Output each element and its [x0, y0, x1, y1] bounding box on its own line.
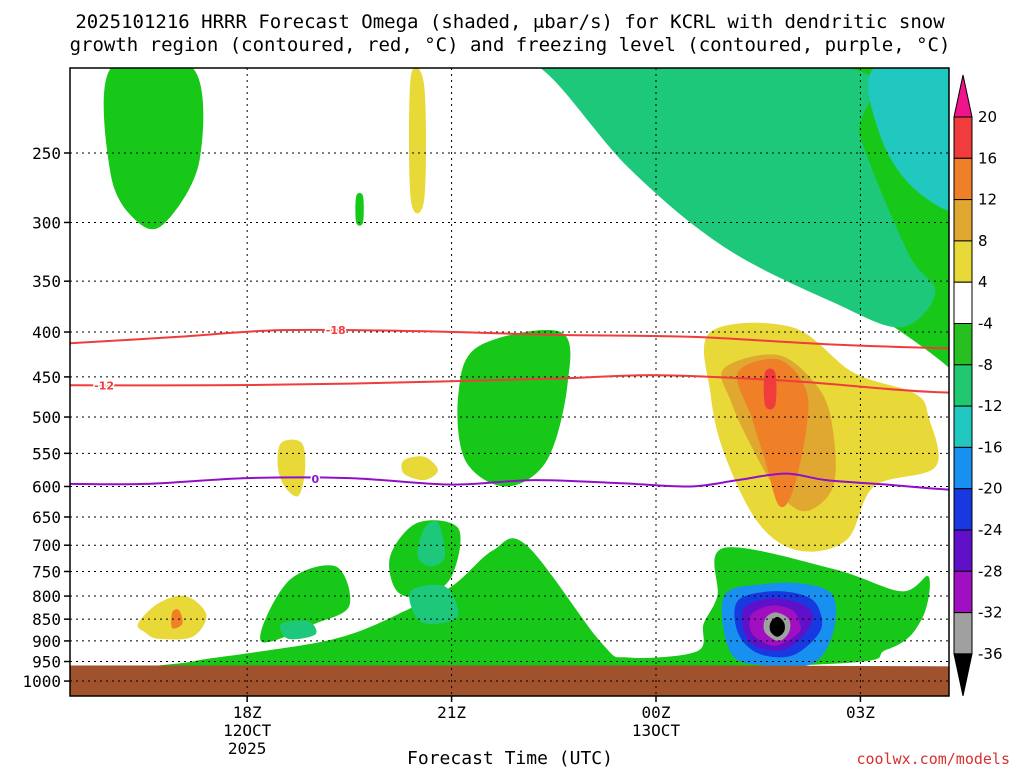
colorbar-segment: [953, 281, 973, 325]
colorbar-label: -36: [978, 645, 1003, 663]
colorbar-label: -32: [978, 604, 1003, 622]
colorbar-label: 16: [978, 149, 997, 167]
y-tick-label: 800: [32, 587, 61, 606]
y-tick-label: 500: [32, 408, 61, 427]
colorbar-label: -8: [978, 356, 993, 374]
colorbar-segment: [953, 116, 973, 159]
colorbar-segment: [953, 323, 973, 366]
colorbar-segment: [953, 612, 973, 655]
contour-line-0C: [70, 472, 949, 491]
x-tick-label: 12OCT: [223, 721, 272, 740]
x-axis: 18Z12OCT202521Z00Z13OCT03Z06Z09Z: [223, 696, 875, 758]
y-tick-label: 600: [32, 477, 61, 496]
x-tick-label: 00Z: [642, 703, 671, 722]
omega-region-yellow: [277, 439, 306, 497]
y-tick-label: 250: [32, 144, 61, 163]
contour-label: 0: [311, 473, 319, 486]
colorbar-segment: [953, 570, 973, 614]
x-axis-label: Forecast Time (UTC): [407, 748, 613, 768]
omega-region-teal: [1009, 161, 1024, 389]
colorbar-segment: [953, 199, 973, 242]
colorbar-label: -20: [978, 480, 1003, 498]
x-tick-label: 2025: [228, 739, 267, 758]
contour-line--12C: [70, 374, 949, 394]
y-tick-label: 400: [32, 323, 61, 342]
colorbar-segment: [953, 529, 973, 572]
y-tick-label: 1000: [22, 672, 61, 691]
colorbar: 20 16 12 8 4 -4 -8 -12 -16 -20 -24 -28 -32 -36: [953, 74, 1003, 697]
colorbar-segment: [953, 488, 973, 531]
y-tick-label: 750: [32, 562, 61, 581]
y-tick-label: 900: [32, 632, 61, 651]
colorbar-segment: [953, 240, 973, 283]
omega-region-yellow: [408, 68, 427, 214]
omega-region-green: [103, 68, 204, 230]
omega-region-teal: [280, 620, 317, 640]
omega-region-orange: [736, 358, 809, 508]
omega-region-black: [769, 616, 785, 637]
y-tick-label: 950: [32, 653, 61, 672]
colorbar-label: -12: [978, 397, 1003, 415]
y-tick-label: 550: [32, 444, 61, 463]
omega-shading: [70, 68, 1024, 696]
omega-region-teal: [485, 68, 936, 328]
omega-region-cyan: [868, 68, 949, 211]
y-axis: 250 300 350 400 450 500 550 600 650 700 750 800 850 9…: [22, 144, 70, 691]
colorbar-label: 12: [978, 191, 997, 209]
contour-line--18C: [70, 328, 949, 350]
omega-region-teal: [409, 584, 459, 625]
y-tick-label: 850: [32, 610, 61, 629]
chart-title-line-1: 2025101216 HRRR Forecast Omega (shaded, …: [75, 11, 945, 33]
x-tick-label: 18Z: [233, 703, 262, 722]
contour-lines: -18 -12 0: [70, 323, 949, 491]
x-tick-label: 21Z: [437, 703, 466, 722]
colorbar-segment: [953, 364, 973, 407]
y-tick-label: 350: [32, 272, 61, 291]
colorbar-label: 8: [978, 232, 988, 250]
colorbar-segment: [953, 446, 973, 490]
plot-frame: [69, 67, 950, 697]
contour-label: -12: [94, 379, 114, 392]
omega-region-green: [355, 192, 364, 226]
y-tick-label: 700: [32, 536, 61, 555]
omega-region-red: [763, 368, 777, 410]
x-tick-label: 13OCT: [632, 721, 681, 740]
y-tick-label: 300: [32, 213, 61, 232]
colorbar-label: 20: [978, 108, 997, 126]
colorbar-bottom-arrow: [953, 653, 973, 697]
colorbar-label: -24: [978, 521, 1003, 539]
colorbar-segment: [953, 157, 973, 201]
omega-region-yellow: [401, 456, 438, 481]
colorbar-label: -28: [978, 562, 1003, 580]
y-tick-label: 650: [32, 508, 61, 527]
omega-region-cyan: [1016, 273, 1024, 342]
chart-title-line-2: growth region (contoured, red, °C) and f…: [70, 34, 951, 56]
omega-region-green: [457, 329, 571, 487]
colorbar-label: -4: [978, 315, 993, 333]
contour-label: -18: [326, 324, 346, 337]
colorbar-top-arrow: [953, 74, 973, 118]
y-tick-label: 450: [32, 368, 61, 387]
colorbar-segment: [953, 405, 973, 448]
omega-region-orange: [171, 609, 183, 629]
colorbar-label: -16: [978, 438, 1003, 456]
credit-text: coolwx.com/models: [856, 750, 1010, 768]
x-tick-label: 03Z: [846, 703, 875, 722]
omega-region-teal: [417, 520, 445, 567]
colorbar-label: 4: [978, 273, 988, 291]
